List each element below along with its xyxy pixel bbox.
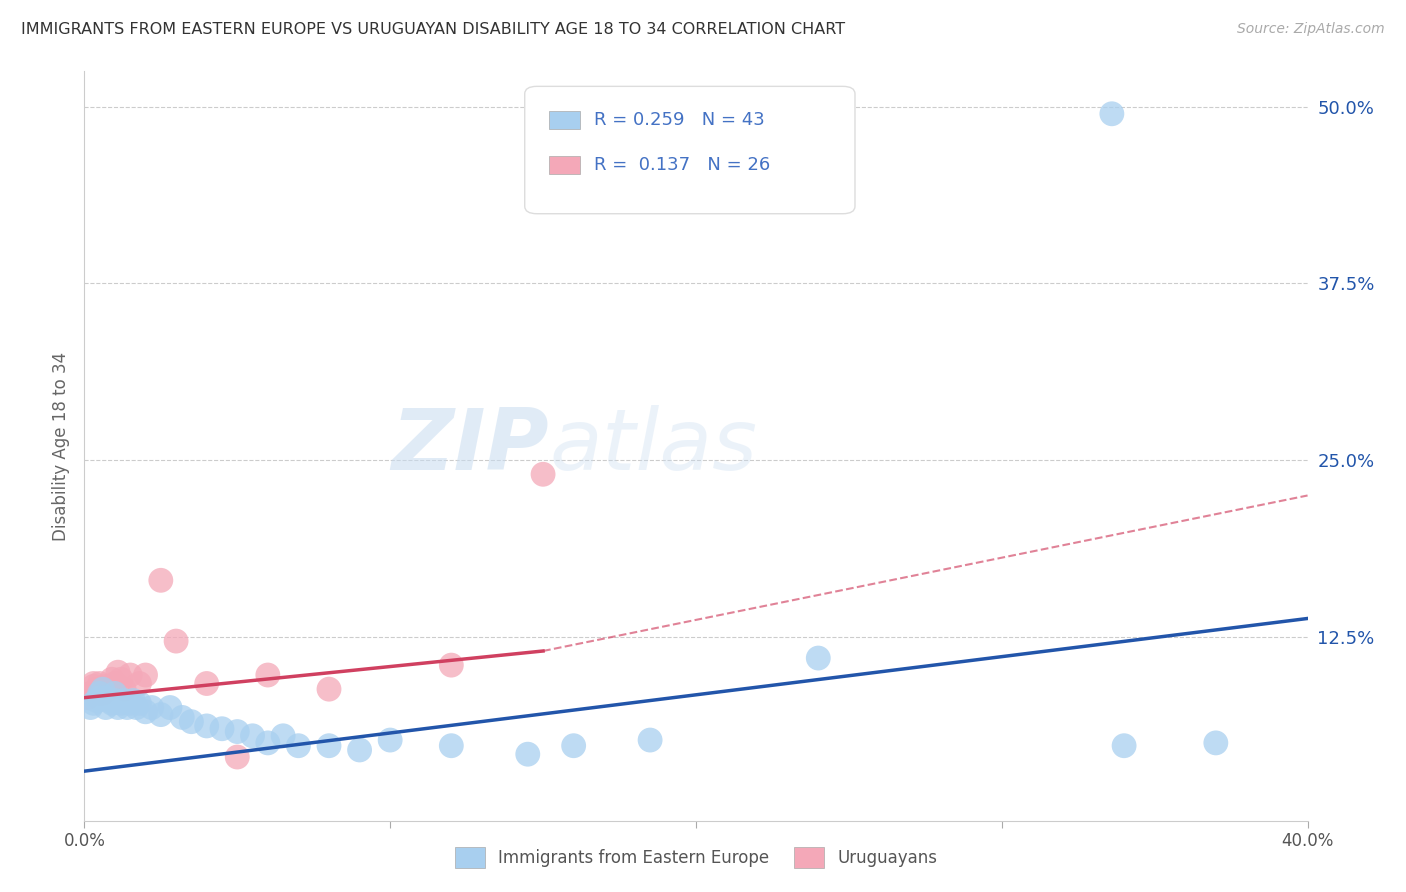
Text: Source: ZipAtlas.com: Source: ZipAtlas.com (1237, 22, 1385, 37)
Point (242, 729, 264, 743)
Point (112, 693, 135, 707)
Point (128, 696, 150, 710)
FancyBboxPatch shape (550, 111, 579, 129)
Point (135, 705, 157, 719)
Point (257, 736, 280, 750)
Point (135, 668, 157, 682)
Point (83, 679, 105, 693)
Point (180, 714, 202, 729)
Point (257, 668, 280, 682)
Point (195, 676, 218, 690)
FancyBboxPatch shape (524, 87, 855, 214)
Point (115, 700, 138, 714)
Point (101, 696, 124, 710)
Point (120, 696, 142, 710)
Point (107, 665, 129, 680)
Point (211, 722, 233, 736)
Point (531, 467, 554, 482)
Point (79, 700, 101, 714)
Point (79, 686, 101, 700)
Point (349, 743, 371, 757)
Point (638, 733, 661, 747)
Point (120, 668, 142, 682)
Point (516, 747, 538, 762)
Point (287, 739, 309, 753)
Text: atlas: atlas (550, 404, 758, 488)
Text: IMMIGRANTS FROM EASTERN EUROPE VS URUGUAYAN DISABILITY AGE 18 TO 34 CORRELATION : IMMIGRANTS FROM EASTERN EUROPE VS URUGUA… (21, 22, 845, 37)
Point (807, 651, 830, 665)
Point (149, 574, 172, 588)
Point (172, 710, 194, 724)
Point (128, 676, 150, 690)
Point (104, 676, 127, 690)
Point (141, 700, 163, 714)
Point (1205, 736, 1227, 750)
Point (1101, 107, 1123, 121)
Text: R = 0.259   N = 43: R = 0.259 N = 43 (595, 112, 765, 129)
Point (83, 676, 105, 690)
Point (165, 634, 187, 648)
Point (122, 693, 145, 707)
Point (91, 682, 114, 697)
Point (110, 696, 132, 710)
Point (97, 693, 120, 707)
Point (89, 686, 111, 700)
Point (125, 700, 148, 714)
Point (562, 739, 585, 753)
Point (86, 693, 108, 707)
Text: ZIP: ZIP (391, 404, 550, 488)
Point (104, 693, 127, 707)
Point (226, 724, 249, 739)
Point (107, 700, 129, 714)
Point (1114, 739, 1136, 753)
Point (83, 696, 105, 710)
Point (226, 750, 249, 764)
Legend: Immigrants from Eastern Europe, Uruguayans: Immigrants from Eastern Europe, Uruguaya… (446, 839, 946, 876)
Point (89, 676, 111, 690)
Point (101, 673, 124, 687)
Point (89, 686, 111, 700)
Point (440, 739, 463, 753)
Point (318, 682, 340, 697)
Point (94, 700, 117, 714)
Point (440, 658, 463, 673)
Y-axis label: Disability Age 18 to 34: Disability Age 18 to 34 (52, 351, 70, 541)
FancyBboxPatch shape (550, 155, 579, 175)
Point (380, 733, 402, 747)
Point (76, 690, 98, 705)
Point (271, 729, 294, 743)
Point (318, 739, 340, 753)
Point (112, 682, 135, 697)
Point (110, 673, 132, 687)
Point (86, 682, 108, 697)
Point (94, 679, 117, 693)
Point (94, 690, 117, 705)
Text: R =  0.137   N = 26: R = 0.137 N = 26 (595, 156, 770, 174)
Point (97, 682, 120, 697)
Point (159, 700, 181, 714)
Point (91, 686, 114, 700)
Point (149, 707, 172, 722)
Point (89, 690, 111, 705)
Point (195, 719, 218, 733)
Point (104, 686, 127, 700)
